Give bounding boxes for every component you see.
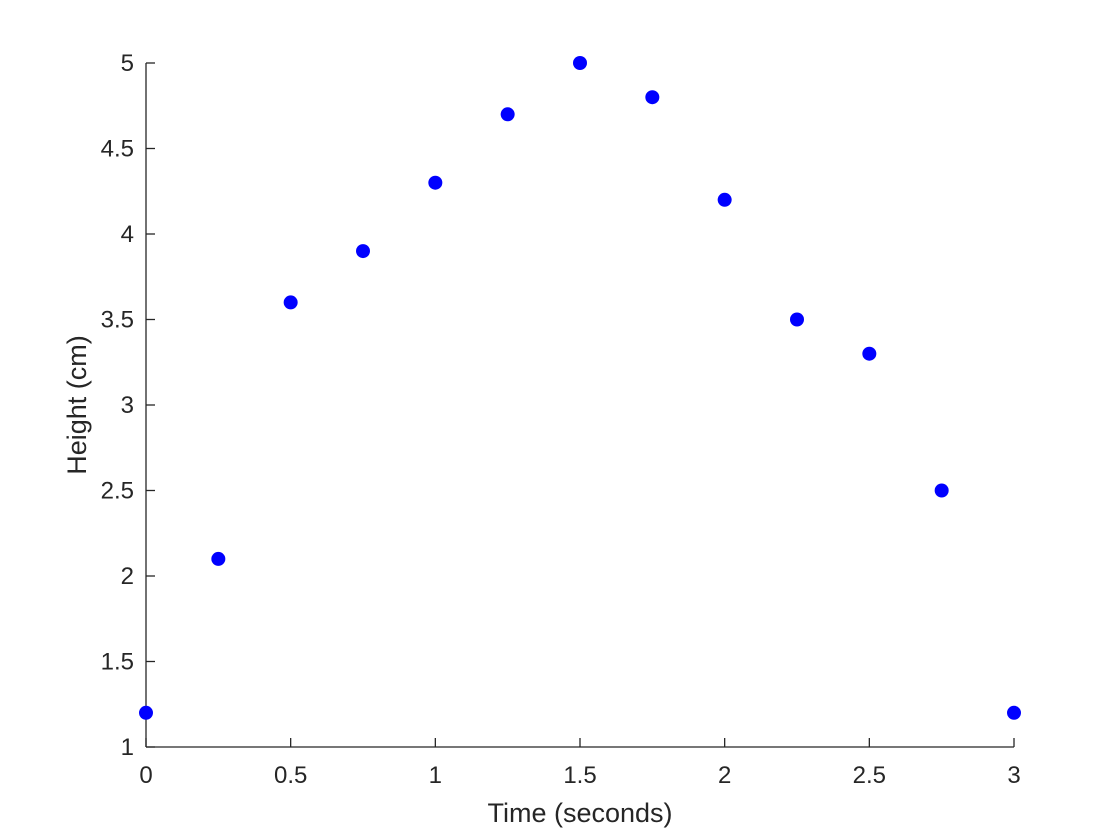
x-axis-label: Time (seconds): [487, 798, 672, 828]
y-tick-label: 2.5: [101, 478, 134, 505]
data-point: [573, 56, 587, 70]
data-points: [139, 56, 1021, 720]
data-point: [283, 295, 298, 310]
y-tick-label: 2: [121, 563, 134, 590]
y-tick-label: 3: [121, 392, 134, 419]
y-tick-label: 4.5: [101, 136, 134, 163]
data-point: [645, 90, 660, 105]
data-point: [356, 244, 370, 259]
x-tick-label: 1: [429, 762, 442, 789]
x-tick-label: 2: [718, 762, 731, 789]
x-tick-label: 3: [1007, 762, 1020, 789]
data-point: [862, 346, 877, 361]
data-point: [211, 551, 226, 566]
y-ticks: 1 1.5 2 2.5 3 3.5 4 4.5 5: [101, 50, 155, 761]
y-tick-label: 5: [121, 50, 134, 77]
x-tick-label: 2.5: [853, 762, 886, 789]
data-point: [934, 483, 949, 498]
y-axis-label: Height (cm): [62, 335, 92, 475]
y-tick-label: 1.5: [101, 649, 134, 676]
data-point: [790, 312, 804, 327]
data-point: [139, 705, 153, 720]
x-tick-label: 0: [139, 762, 152, 789]
data-point: [428, 175, 443, 190]
data-point: [1007, 705, 1021, 720]
data-point: [500, 107, 515, 122]
x-ticks: 0 0.5 1 1.5 2 2.5 3: [139, 738, 1021, 789]
x-tick-label: 0.5: [274, 762, 307, 789]
y-tick-label: 3.5: [101, 307, 134, 334]
y-tick-label: 4: [121, 221, 134, 248]
data-point: [717, 192, 732, 207]
axes: [145, 63, 1014, 748]
y-tick-label: 1: [121, 734, 134, 761]
x-tick-label: 1.5: [563, 762, 596, 789]
